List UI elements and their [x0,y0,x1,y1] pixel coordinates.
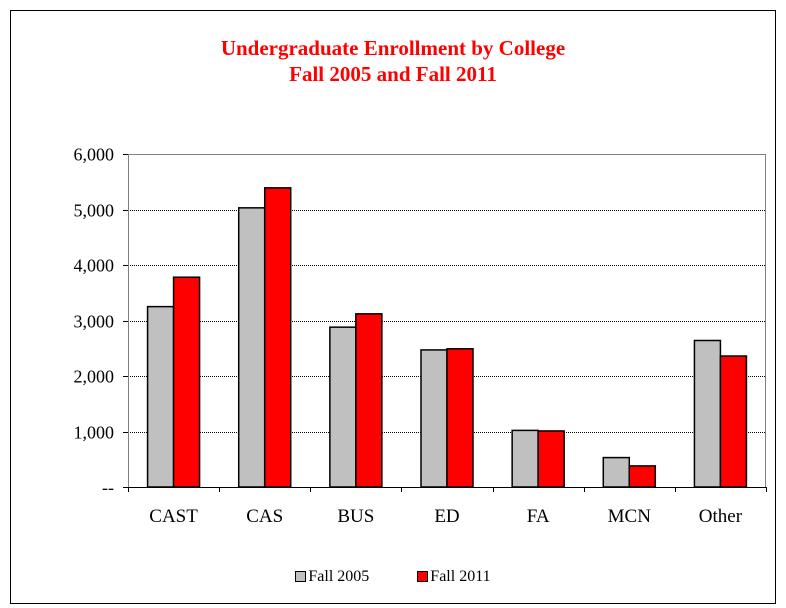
legend-label-fall-2005: Fall 2005 [308,568,370,585]
x-tick-label: CAST [149,506,198,527]
y-tick-label: 4,000 [74,256,115,276]
chart-title: Undergraduate Enrollment by College Fall… [0,35,786,87]
chart-title-line-2: Fall 2005 and Fall 2011 [289,62,497,86]
bar [263,187,292,488]
bar [511,429,539,488]
legend-swatch-fall-2011 [417,570,429,582]
bar [628,465,657,488]
bar [719,355,748,488]
y-tick-label: 6,000 [74,145,115,165]
y-tick-label: 2,000 [74,367,115,387]
y-tick-label: 5,000 [74,201,115,221]
legend-item-fall-2011: Fall 2011 [417,568,491,586]
x-tick-label: MCN [608,506,652,527]
x-tick-label: CAS [246,506,283,527]
y-tick-label: 3,000 [74,312,115,332]
bar [537,430,565,488]
x-tick-label: FA [527,506,550,527]
y-tick-label: -- [102,478,114,498]
bar [146,305,175,488]
bar [329,326,357,488]
bar [420,349,448,488]
x-tick-label: BUS [337,506,374,527]
bar [446,348,474,488]
legend-swatch-fall-2005 [295,570,307,582]
x-tick-label: ED [434,506,459,527]
chart-legend: Fall 2005 Fall 2011 [0,568,786,586]
bar [237,207,266,488]
y-tick-label: 1,000 [74,423,115,443]
bar [355,313,383,488]
bar [602,456,631,488]
chart-area [10,10,776,604]
bar [172,276,201,488]
x-tick-label: Other [699,506,743,527]
chart-title-line-1: Undergraduate Enrollment by College [220,36,566,60]
bar [693,339,722,488]
legend-item-fall-2005: Fall 2005 [295,568,369,586]
legend-label-fall-2011: Fall 2011 [430,568,491,585]
